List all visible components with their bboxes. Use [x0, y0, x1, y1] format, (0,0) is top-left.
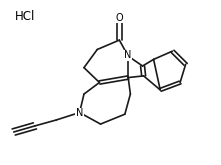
Text: O: O — [116, 13, 123, 23]
Text: N: N — [124, 50, 132, 60]
Text: HCl: HCl — [15, 10, 36, 23]
Text: N: N — [76, 108, 83, 118]
